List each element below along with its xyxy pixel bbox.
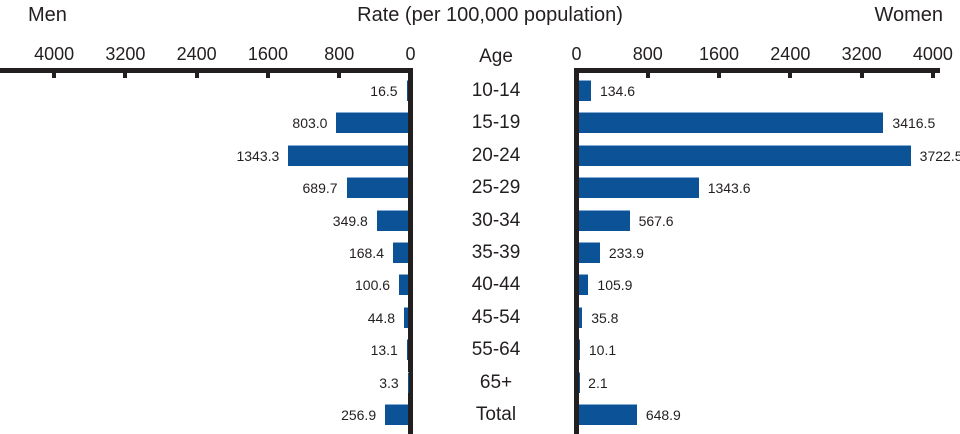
age-group-label: 15-19 [471, 112, 521, 134]
age-group-label: 10-14 [471, 80, 521, 101]
men-series-label: Men [28, 4, 67, 26]
men-value-label: 349.8 [332, 212, 368, 229]
axis-tick-mark [859, 71, 864, 78]
axis-tick-label: 2400 [176, 44, 217, 64]
age-group-label: 25-29 [471, 177, 521, 199]
men-bar [406, 80, 408, 101]
women-value-label: 35.8 [591, 309, 619, 326]
axis-tick-mark [930, 71, 935, 78]
men-axis-baseline [408, 68, 413, 434]
men-bar [406, 339, 408, 361]
axis-tick-label: 1600 [247, 44, 288, 64]
women-bar [579, 404, 637, 425]
women-series-label: Women [874, 4, 943, 26]
axis-tick-label: 0 [571, 44, 582, 64]
women-bar [579, 80, 591, 101]
men-bar [346, 177, 408, 199]
men-value-label: 168.4 [348, 245, 384, 261]
axis-tick-mark [717, 71, 722, 78]
axis-tick-label: 4000 [34, 44, 75, 64]
women-bar [579, 242, 600, 263]
chart-title: Rate (per 100,000 population) [357, 4, 623, 26]
men-bar [404, 306, 408, 328]
men-value-label: 44.8 [367, 309, 396, 326]
age-group-label: 35-39 [471, 242, 521, 263]
women-value-label: 2.1 [588, 374, 608, 391]
women-value-label: 3416.5 [892, 115, 936, 132]
men-bar [288, 144, 408, 166]
women-bar [579, 177, 699, 199]
axis-tick-label: 2400 [770, 44, 811, 64]
age-group-label: 45-54 [471, 306, 521, 328]
women-value-label: 10.1 [588, 342, 617, 359]
age-column-header: Age [479, 46, 513, 67]
age-group-label: 65+ [479, 371, 513, 393]
women-bar [579, 209, 630, 231]
axis-tick-label: 800 [324, 44, 355, 64]
age-group-label: 55-64 [471, 339, 521, 361]
axis-tick-label: 800 [632, 44, 663, 64]
axis-tick-mark [123, 71, 128, 78]
women-bar [579, 274, 589, 296]
axis-tick-label: 1600 [699, 44, 740, 64]
women-value-label: 648.9 [645, 407, 681, 423]
age-group-label: 20-24 [471, 144, 521, 166]
women-value-label: 3722.5 [919, 147, 960, 164]
men-value-label: 100.6 [355, 277, 391, 294]
age-group-label: 40-44 [471, 274, 521, 296]
men-axis-line [0, 68, 413, 73]
women-value-label: 1343.6 [707, 180, 751, 197]
axis-tick-mark [788, 71, 793, 78]
axis-tick-label: 3200 [105, 44, 146, 64]
axis-tick-label: 0 [405, 44, 416, 64]
men-value-label: 256.9 [341, 407, 377, 423]
men-value-label: 13.1 [370, 342, 398, 359]
men-value-label: 689.7 [302, 180, 338, 197]
women-bar [579, 339, 580, 361]
men-bar [392, 242, 408, 263]
men-bar [399, 274, 408, 296]
age-group-label: 30-34 [471, 209, 521, 231]
men-value-label: 3.3 [379, 374, 399, 391]
men-bar [376, 209, 408, 231]
women-bar [579, 144, 911, 166]
women-bar [579, 306, 583, 328]
age-group-label: Total [475, 404, 517, 425]
axis-tick-mark [645, 71, 650, 78]
men-value-label: 1343.3 [236, 147, 280, 164]
women-value-label: 134.6 [599, 83, 636, 99]
women-axis-line [574, 68, 940, 73]
women-value-label: 567.6 [638, 212, 674, 229]
women-value-label: 233.9 [608, 245, 644, 261]
men-value-label: 803.0 [292, 115, 328, 132]
women-value-label: 105.9 [597, 277, 633, 294]
axis-tick-mark [194, 71, 199, 78]
women-axis-baseline [574, 68, 579, 434]
men-value-label: 16.5 [370, 83, 398, 99]
axis-tick-mark [265, 71, 270, 78]
axis-tick-label: 3200 [841, 44, 882, 64]
axis-tick-label: 4000 [912, 44, 953, 64]
axis-tick-mark [52, 71, 57, 78]
men-bar [385, 404, 408, 425]
men-bar [336, 112, 408, 134]
axis-tick-mark [337, 71, 342, 78]
women-bar [579, 112, 884, 134]
